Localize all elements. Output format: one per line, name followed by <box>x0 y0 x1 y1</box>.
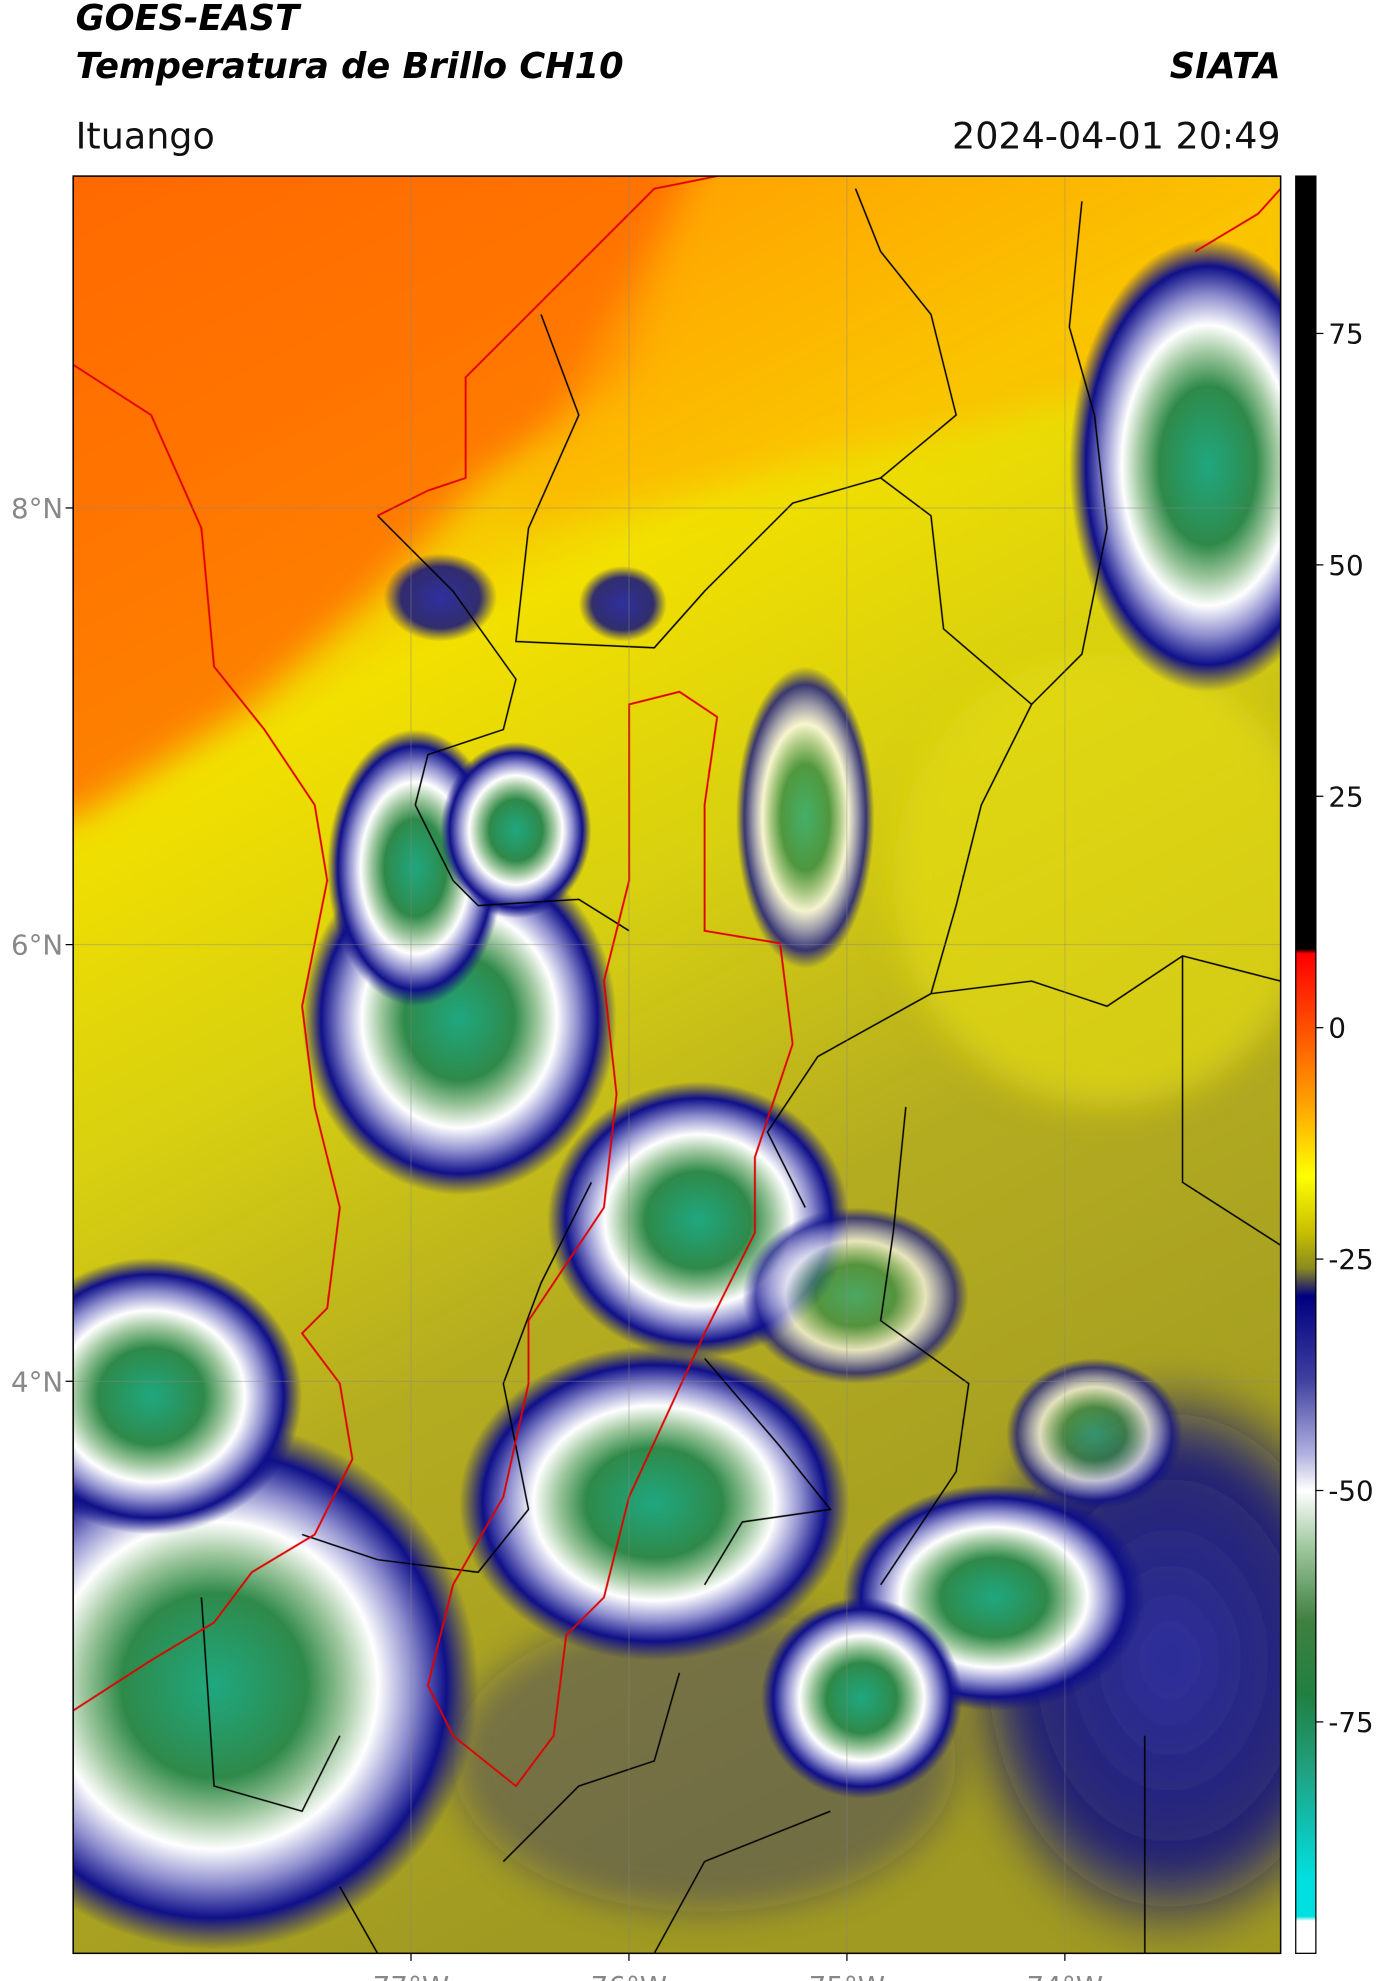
datetime: 2024-04-01 20:49 <box>952 114 1281 157</box>
colorbar-tick-label: -25 <box>1328 1243 1373 1276</box>
colorbar-tick-label: 25 <box>1328 780 1363 813</box>
colorbar <box>1295 175 1317 1954</box>
colorbar-tick-label: -50 <box>1328 1475 1373 1508</box>
brand: SIATA <box>1170 46 1281 87</box>
axes: 77°W 76°W 75°W 74°W 8°N 6°N 4°N <box>11 176 1281 1981</box>
y-tick-label: 4°N <box>11 1365 63 1398</box>
x-tick-label: 77°W <box>373 1970 449 1981</box>
colorbar-tick-label: 50 <box>1328 549 1363 582</box>
y-tick-label: 6°N <box>11 929 63 962</box>
colorbar-tick-label: 0 <box>1328 1012 1346 1045</box>
location: Ituango <box>76 114 215 157</box>
x-tick-label: 75°W <box>809 1970 885 1981</box>
x-tick-label: 76°W <box>591 1970 667 1981</box>
x-tick-label: 74°W <box>1027 1970 1103 1981</box>
map-frame <box>72 175 1282 1955</box>
y-tick-label: 8°N <box>11 492 63 525</box>
satellite-image <box>73 176 1281 1954</box>
subtitle: Temperatura de Brillo CH10 <box>76 46 624 87</box>
colorbar-tick-label: -75 <box>1328 1706 1373 1739</box>
title: GOES-EAST <box>76 0 302 39</box>
colorbar-tick-label: 75 <box>1328 318 1363 351</box>
